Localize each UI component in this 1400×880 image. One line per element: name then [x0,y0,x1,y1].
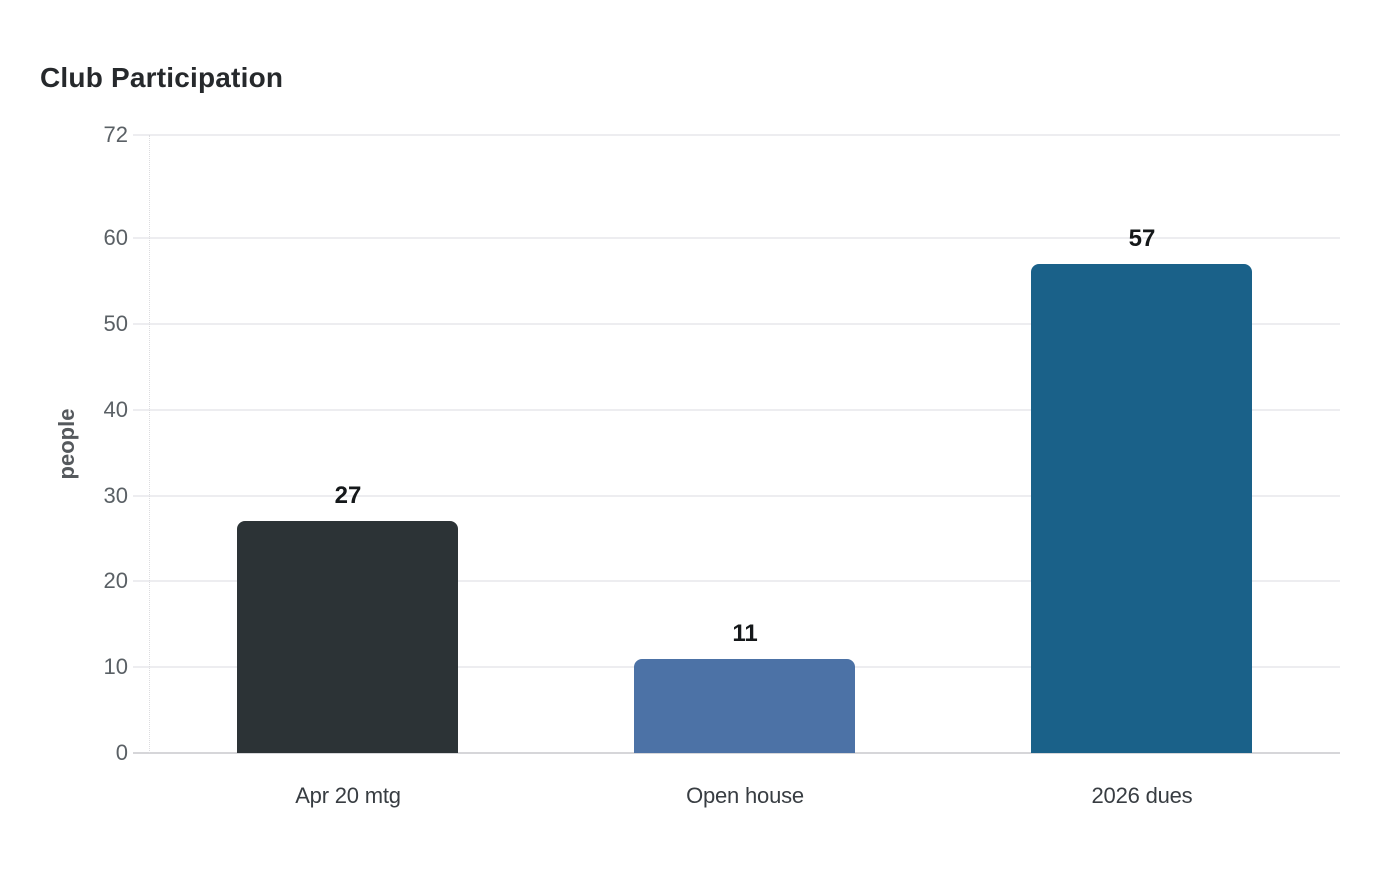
bar-value-label: 57 [1128,225,1156,252]
gridline [133,322,1340,325]
gridline [133,408,1340,411]
y-axis-line [149,135,150,753]
y-tick-label: 0 [115,740,128,765]
y-tick-label: 72 [103,122,128,147]
y-tick-label: 60 [103,225,128,250]
y-tick-label: 10 [103,654,128,680]
x-axis-baseline [133,752,1340,754]
x-category-label: Open house [686,783,804,808]
chart-title: Club Participation [40,62,284,93]
y-tick-label: 30 [103,482,128,508]
y-tick-label: 20 [103,568,128,594]
bar [237,521,458,753]
x-category-label: 2026 dues [1091,783,1193,808]
x-category-label: Apr 20 mtg [295,783,401,808]
y-tick-label: 50 [103,310,128,336]
gridline [133,580,1340,583]
bar-value-label: 27 [334,482,362,509]
gridline [133,237,1340,239]
bar-value-label: 11 [732,620,758,647]
gridline [133,494,1340,497]
gridline [133,134,1340,136]
y-tick-label: 40 [103,396,128,422]
bar [1031,264,1252,753]
bar [634,659,855,753]
